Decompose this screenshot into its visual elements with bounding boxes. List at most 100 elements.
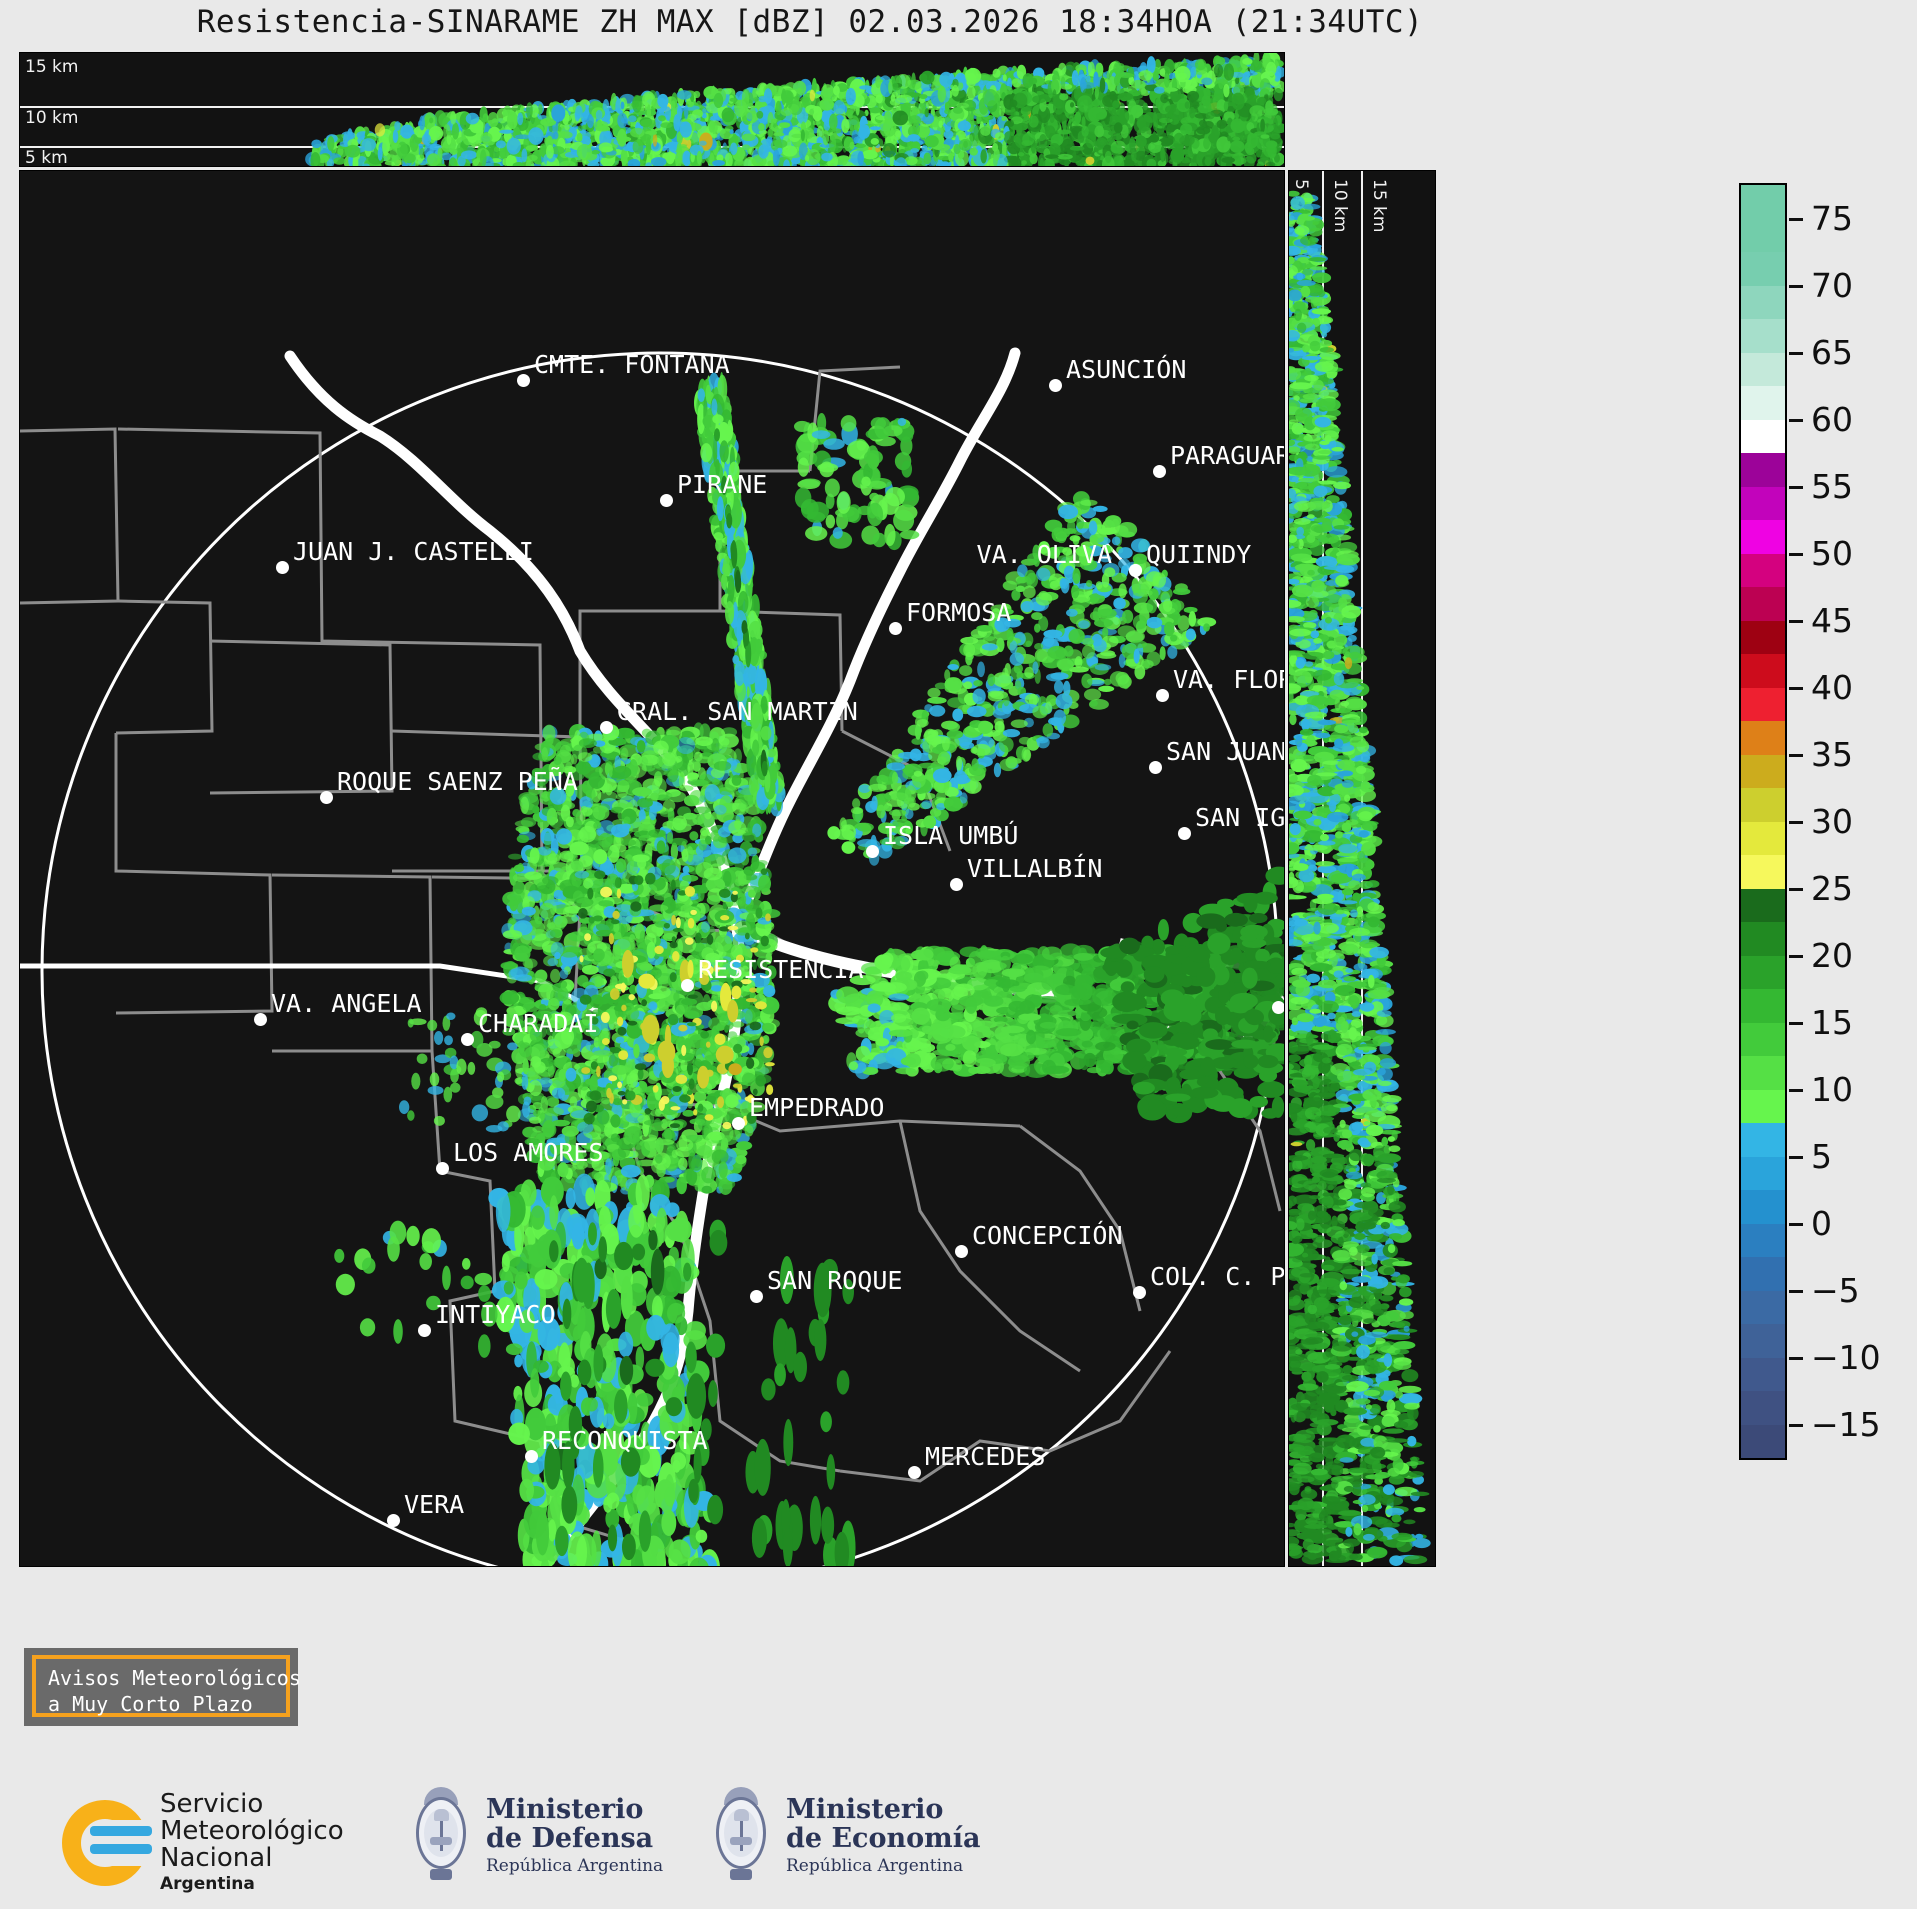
city-label: INTIYACO: [435, 1300, 556, 1329]
city-dot-icon: [1133, 1286, 1146, 1299]
radar-plan-view-map[interactable]: CMTE. FONTANA ASUNCIÓN PARAGUARÍ PIRANE JUAN…: [19, 170, 1285, 1567]
colorbar-band: [1741, 855, 1785, 889]
colorbar-band: [1741, 620, 1785, 654]
colorbar-band: [1741, 486, 1785, 520]
smn-country: Argentina: [160, 1874, 255, 1894]
defensa-line-2: de Defensa: [486, 1822, 654, 1854]
colorbar-band: [1741, 185, 1785, 219]
smn-line-2: Meteorológico: [160, 1816, 344, 1846]
top-cross-section-panel: 15 km 10 km 5 km: [19, 52, 1285, 167]
colorbar: [1739, 183, 1787, 1460]
city-dot-icon: [600, 721, 613, 734]
colorbar-band: [1741, 319, 1785, 353]
colorbar-band: [1741, 218, 1785, 252]
city-label: SAN IGNACIO: [1195, 803, 1285, 832]
city-label: CHARADAI: [478, 1009, 599, 1038]
city-label: ROQUE SAENZ PEÑA: [337, 767, 578, 796]
city-label: CONCEPCIÓN: [972, 1221, 1123, 1250]
cross-section-echoes: [305, 53, 1284, 166]
colorbar-band: [1741, 1357, 1785, 1391]
city-dot-icon: [276, 561, 289, 574]
city-dot-icon: [1156, 689, 1169, 702]
colorbar-band: [1741, 955, 1785, 989]
economia-line-1: Ministerio: [786, 1793, 944, 1825]
city-dot-icon: [254, 1013, 267, 1026]
city-label: GRAL. SAN MARTIN: [617, 697, 858, 726]
city-dot-icon: [681, 979, 694, 992]
smn-emblem-icon: [62, 1799, 152, 1886]
colorbar-band: [1741, 352, 1785, 386]
colorbar-ticks: 75 70 65 60 55 50 45 40 35 30 25 20 15 10 5 0 −5 −10 −15: [1789, 183, 1909, 1460]
city-dot-icon: [461, 1033, 474, 1046]
colorbar-band: [1741, 1290, 1785, 1324]
city-dot-icon: [320, 791, 333, 804]
city-label: MERCEDES: [925, 1442, 1046, 1471]
city-dot-icon: [387, 1514, 400, 1527]
city-label: VA. ANGELA: [271, 989, 422, 1018]
city-dot-icon: [732, 1117, 745, 1130]
city-dot-icon: [1272, 1001, 1284, 1014]
city-dot-icon: [436, 1162, 449, 1175]
height-label-15km: 15 km: [25, 57, 79, 77]
colorbar-band: [1741, 687, 1785, 721]
colorbar-band: [1741, 553, 1785, 587]
colorbar-band: [1741, 1022, 1785, 1056]
warning-box[interactable]: Avisos Meteorológicos a Muy Corto Plazo: [32, 1655, 301, 1717]
city-label: FORMOSA: [906, 598, 1012, 627]
colorbar-band: [1741, 386, 1785, 420]
warning-line-1: Avisos Meteorológicos: [48, 1666, 301, 1690]
smn-line-3: Nacional: [160, 1843, 273, 1873]
city-dot-icon: [955, 1245, 968, 1258]
city-dot-icon: [1149, 761, 1162, 774]
city-dot-icon: [750, 1290, 763, 1303]
city-label: COL. C. PELLEGRINI: [1150, 1262, 1285, 1291]
colorbar-band: [1741, 1056, 1785, 1090]
city-label: LOS AMORES: [453, 1138, 604, 1167]
colorbar-band: [1741, 252, 1785, 286]
defensa-country: República Argentina: [486, 1855, 664, 1876]
logo-smn: Servicio Meteorológico Nacional Argentin…: [62, 1791, 344, 1894]
colorbar-band: [1741, 1424, 1785, 1458]
colorbar-band: [1741, 1123, 1785, 1157]
colorbar-band: [1741, 1223, 1785, 1257]
city-label: SAN ROQUE: [767, 1266, 903, 1295]
city-dot-icon: [950, 878, 963, 891]
colorbar-band: [1741, 721, 1785, 755]
smn-line-1: Servicio: [160, 1789, 264, 1819]
colorbar-band: [1741, 419, 1785, 453]
colorbar-band: [1741, 754, 1785, 788]
right-cross-section-panel: 5 km 10 km 15 km: [1288, 170, 1436, 1567]
logo-ministerio-economia: Ministerio de Economía República Argenti…: [710, 1787, 980, 1883]
colorbar-band: [1741, 922, 1785, 956]
city-label: VERA: [404, 1490, 465, 1519]
height-label-10km: 10 km: [25, 108, 79, 128]
city-label: PIRANE: [677, 470, 768, 499]
colorbar-band: [1741, 1089, 1785, 1123]
map-vector-layer: [20, 347, 1284, 1566]
colorbar-band: [1741, 285, 1785, 319]
city-dot-icon: [1178, 827, 1191, 840]
city-dot-icon: [418, 1324, 431, 1337]
argentina-coat-of-arms-icon: [410, 1787, 472, 1883]
colorbar-band: [1741, 1324, 1785, 1358]
colorbar-band: [1741, 1156, 1785, 1190]
colorbar-band: [1741, 821, 1785, 855]
colorbar-band: [1741, 1190, 1785, 1224]
city-label: RESISTENCIA: [698, 955, 864, 984]
city-dot-icon: [889, 622, 902, 635]
city-label: VA. FLORIDA: [1173, 665, 1284, 694]
city-dot-icon: [525, 1450, 538, 1463]
city-dot-icon: [517, 374, 530, 387]
city-dot-icon: [1129, 564, 1142, 577]
city-label: ISLA UMBÚ: [883, 821, 1019, 850]
colorbar-band: [1741, 654, 1785, 688]
economia-line-2: de Economía: [786, 1822, 981, 1854]
city-dot-icon: [866, 845, 879, 858]
city-label: PARAGUARÍ: [1170, 441, 1284, 470]
colorbar-band: [1741, 989, 1785, 1023]
warning-line-2: a Muy Corto Plazo: [48, 1692, 253, 1716]
argentina-coat-of-arms-icon-2: [710, 1787, 772, 1883]
colorbar-band: [1741, 788, 1785, 822]
city-label: VA. OLIVA: [976, 540, 1112, 569]
city-dot-icon: [908, 1466, 921, 1479]
